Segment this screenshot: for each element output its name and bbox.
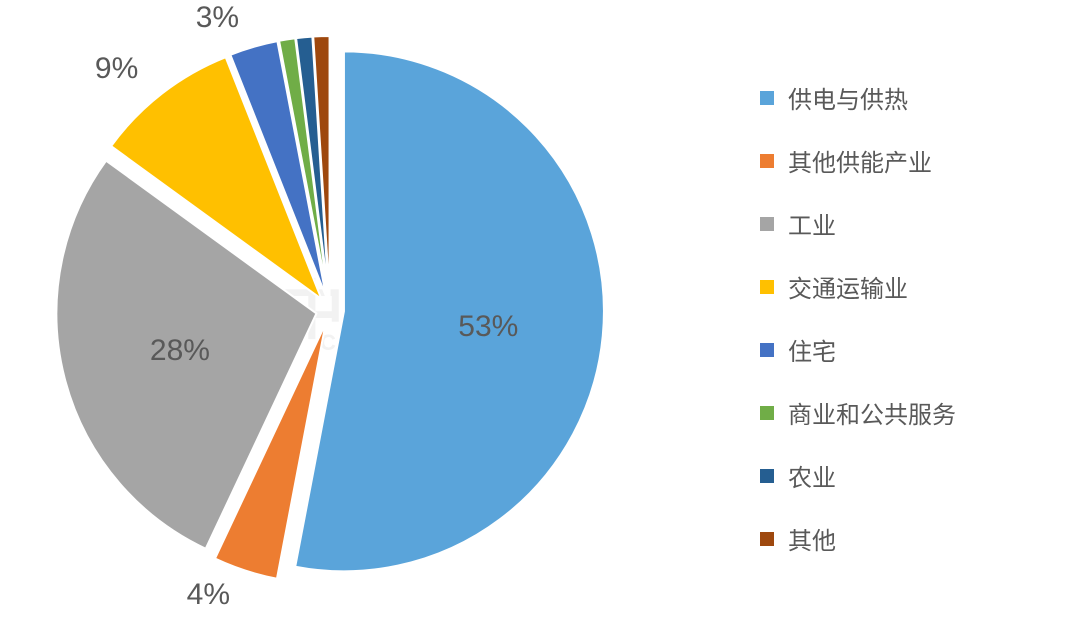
slice-label: 9% <box>95 52 138 86</box>
legend-item: 其他供能产业 <box>760 143 956 178</box>
legend-swatch <box>760 469 774 483</box>
legend-swatch <box>760 406 774 420</box>
slice-label: 28% <box>150 334 210 368</box>
legend-item: 住宅 <box>760 332 956 367</box>
legend-label: 农业 <box>788 458 836 493</box>
legend-item: 农业 <box>760 458 956 493</box>
legend-item: 工业 <box>760 206 956 241</box>
legend-label: 工业 <box>788 206 836 241</box>
legend-label: 交通运输业 <box>788 269 908 304</box>
legend-item: 供电与供热 <box>760 80 956 115</box>
legend-item: 交通运输业 <box>760 269 956 304</box>
legend-swatch <box>760 217 774 231</box>
slice-label: 53% <box>458 310 518 344</box>
legend: 供电与供热其他供能产业工业交通运输业住宅商业和公共服务农业其他 <box>760 80 956 584</box>
legend-label: 供电与供热 <box>788 80 908 115</box>
legend-swatch <box>760 532 774 546</box>
legend-item: 其他 <box>760 521 956 556</box>
slice-label: 4% <box>187 578 230 612</box>
legend-label: 商业和公共服务 <box>788 395 956 430</box>
legend-item: 商业和公共服务 <box>760 395 956 430</box>
legend-swatch <box>760 343 774 357</box>
legend-swatch <box>760 280 774 294</box>
legend-swatch <box>760 91 774 105</box>
legend-label: 住宅 <box>788 332 836 367</box>
legend-label: 其他 <box>788 521 836 556</box>
pie-slice <box>295 51 604 571</box>
legend-label: 其他供能产业 <box>788 143 932 178</box>
legend-swatch <box>760 154 774 168</box>
slice-label: 3% <box>196 1 239 35</box>
